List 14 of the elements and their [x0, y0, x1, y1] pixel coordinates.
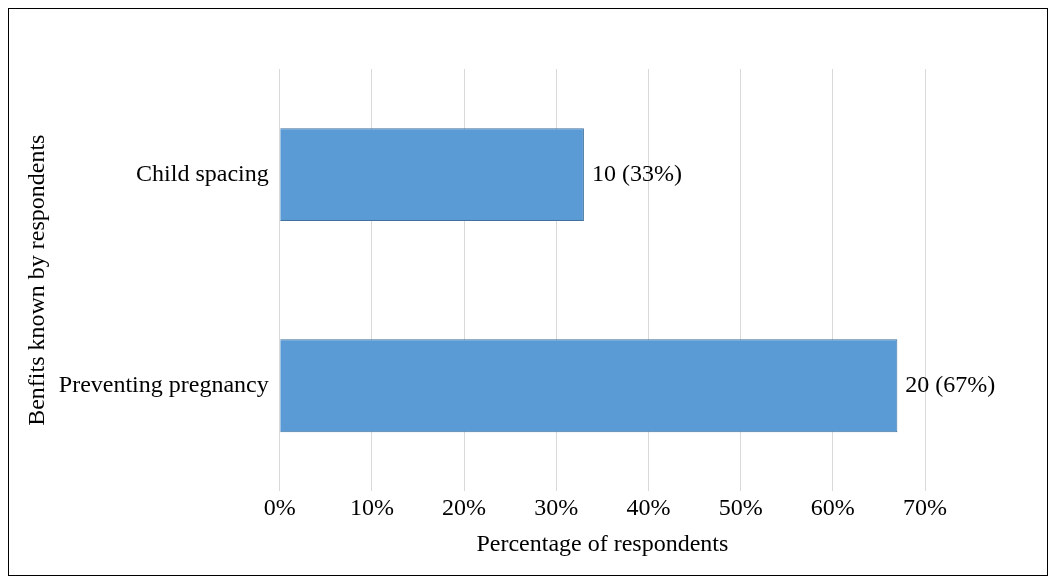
- x-tick-label: 30%: [534, 494, 579, 521]
- x-tick-label: 0%: [263, 494, 296, 521]
- data-label: 20 (67%): [905, 371, 996, 398]
- y-tick-label: Child spacing: [136, 159, 269, 186]
- x-tick-label: 70%: [903, 494, 947, 521]
- x-tick-label: 20%: [442, 494, 487, 521]
- y-axis-title: Benfits known by respondents: [22, 134, 49, 426]
- x-tick-label: 50%: [718, 494, 763, 521]
- x-tick-label: 40%: [626, 494, 671, 521]
- x-tick-label: 10%: [349, 494, 394, 521]
- data-label: 10 (33%): [591, 159, 682, 186]
- x-tick-label: 60%: [810, 494, 855, 521]
- y-tick-label: Preventing pregnancy: [58, 371, 269, 398]
- x-axis-title: Percentage of respondents: [476, 529, 729, 556]
